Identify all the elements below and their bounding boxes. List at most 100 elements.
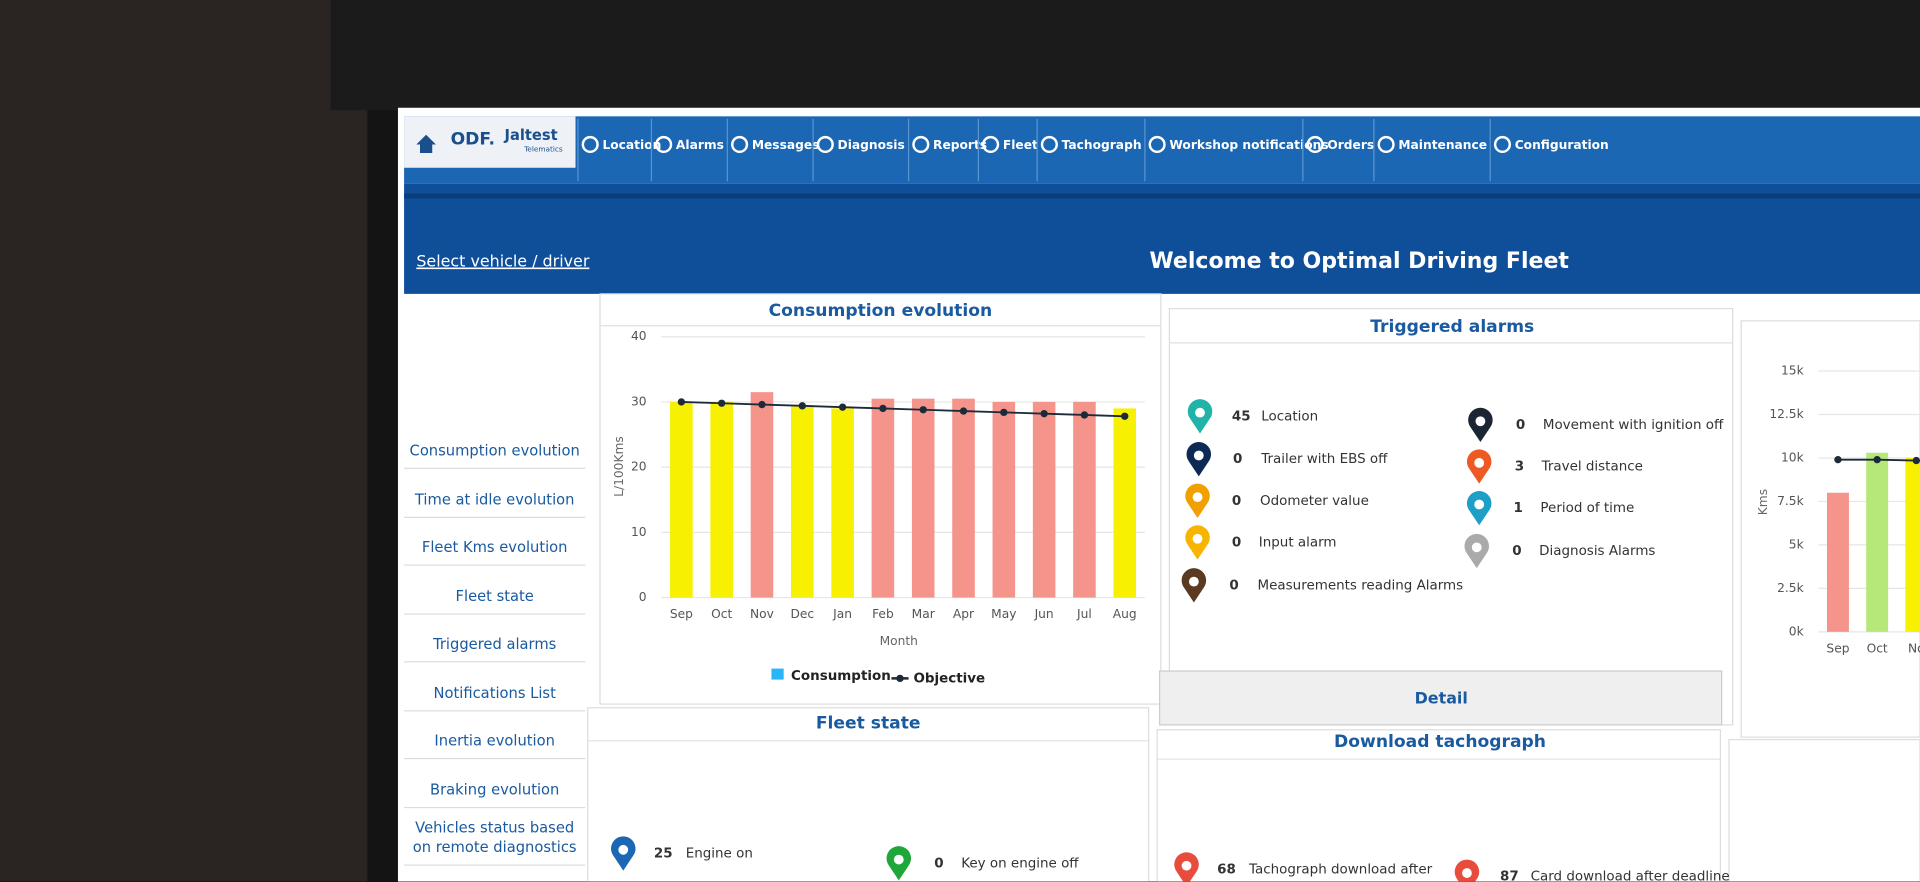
y-tick-label: 10k bbox=[1781, 450, 1805, 464]
nav-icon[interactable] bbox=[731, 135, 749, 154]
sidebar-item[interactable]: Time at idle evolution bbox=[404, 489, 586, 518]
pin-core bbox=[1193, 450, 1204, 461]
status-label: Location bbox=[1261, 409, 1318, 424]
y-tick-label: 30 bbox=[631, 394, 647, 408]
sidebar-item[interactable]: Vehicles status based on remote diagnost… bbox=[404, 818, 586, 866]
nav-item[interactable]: Fleet bbox=[1003, 138, 1038, 152]
nav-item[interactable]: Configuration bbox=[1515, 138, 1609, 152]
sidebar-item[interactable]: Notifications List bbox=[404, 683, 586, 711]
status-count: 45 bbox=[1232, 409, 1251, 424]
sidebar-item[interactable]: Fleet state bbox=[404, 586, 586, 615]
pin-core bbox=[1192, 492, 1203, 503]
x-tick-label: May bbox=[991, 607, 1016, 621]
sidebar-item[interactable]: Fleet Kms evolution bbox=[404, 538, 586, 566]
sidebar-item[interactable]: Braking evolution bbox=[404, 779, 586, 808]
bar bbox=[1032, 401, 1056, 598]
bar bbox=[911, 398, 935, 598]
x-tick-label: Mar bbox=[912, 607, 936, 621]
nav-icon[interactable] bbox=[1377, 135, 1395, 154]
status-count: 0 bbox=[1516, 418, 1525, 433]
objective-line bbox=[681, 401, 1125, 418]
x-axis-label: Month bbox=[880, 634, 918, 648]
nav-item[interactable]: Tachograph bbox=[1062, 138, 1142, 152]
bar bbox=[670, 401, 693, 598]
objective-point bbox=[838, 403, 847, 411]
x-tick-label: Oct bbox=[1867, 641, 1888, 655]
bar bbox=[1905, 457, 1920, 632]
pin-core bbox=[1188, 576, 1199, 587]
y-tick-label: 40 bbox=[631, 329, 647, 343]
nav-icon[interactable] bbox=[1148, 135, 1166, 154]
objective-point bbox=[919, 406, 927, 414]
objective-point bbox=[1834, 456, 1842, 464]
x-tick-label: Apr bbox=[953, 607, 975, 621]
status-count: 0 bbox=[934, 856, 943, 871]
pin-core bbox=[1471, 542, 1482, 553]
nav-item[interactable]: Location bbox=[602, 138, 661, 152]
nav-icon[interactable] bbox=[816, 135, 834, 154]
status-count: 3 bbox=[1515, 460, 1524, 475]
header-line bbox=[404, 193, 1920, 199]
status-label: Period of time bbox=[1540, 501, 1634, 516]
x-tick-label: Sep bbox=[670, 607, 693, 621]
nav-icon[interactable] bbox=[1040, 135, 1058, 154]
status-label: Engine on bbox=[686, 846, 753, 861]
nav-item[interactable]: Diagnosis bbox=[838, 138, 905, 152]
nav-icon[interactable] bbox=[912, 135, 930, 154]
x-tick-label: Feb bbox=[872, 607, 894, 621]
nav-item[interactable]: Messages bbox=[752, 138, 820, 152]
nav-item[interactable]: Maintenance bbox=[1398, 138, 1487, 152]
y-tick-label: 5k bbox=[1789, 537, 1805, 551]
sidebar-item[interactable]: Triggered alarms bbox=[404, 634, 586, 663]
nav-icon[interactable] bbox=[982, 135, 1000, 154]
sidebar-item[interactable]: Inertia evolution bbox=[404, 731, 586, 760]
x-tick-label: No bbox=[1908, 641, 1920, 655]
detail-button[interactable] bbox=[1158, 670, 1723, 726]
nav-item[interactable]: Reports bbox=[933, 138, 987, 152]
pin-core bbox=[1462, 868, 1472, 878]
y-tick-label: 7.5k bbox=[1777, 494, 1804, 508]
legend-label: Objective bbox=[913, 671, 985, 686]
brand: Jaltest bbox=[503, 127, 557, 144]
status-label: Tachograph download after bbox=[1248, 862, 1433, 877]
status-count: 0 bbox=[1233, 452, 1242, 467]
x-tick-label: Sep bbox=[1826, 641, 1849, 655]
home-icon[interactable] bbox=[416, 134, 436, 154]
status-label: Card download after deadline bbox=[1531, 870, 1730, 882]
nav-item[interactable]: Orders bbox=[1327, 138, 1374, 152]
sidebar-item[interactable]: Consumption evolution bbox=[404, 441, 586, 469]
status-count: 0 bbox=[1512, 544, 1521, 559]
nav-item[interactable]: Workshop notifications bbox=[1169, 138, 1328, 152]
status-count: 0 bbox=[1232, 494, 1241, 509]
objective-point bbox=[879, 404, 887, 413]
objective-point bbox=[1912, 456, 1920, 465]
pin-core bbox=[618, 844, 629, 855]
y-tick-label: 20 bbox=[631, 460, 647, 474]
y-tick-label: 0 bbox=[639, 590, 647, 604]
status-count: 0 bbox=[1229, 578, 1238, 593]
bar bbox=[750, 392, 774, 598]
nav-icon[interactable] bbox=[1493, 135, 1512, 154]
y-tick-label: 15k bbox=[1781, 364, 1805, 378]
y-axis-label: L/100Kms bbox=[612, 436, 626, 497]
legend-label: Consumption bbox=[791, 669, 891, 684]
select-link[interactable]: Select vehicle / driver bbox=[416, 252, 590, 271]
panel-title: Fleet state bbox=[816, 714, 921, 734]
x-tick-label: Jun bbox=[1034, 607, 1054, 621]
objective-point bbox=[1080, 411, 1089, 419]
nav-icon[interactable] bbox=[655, 135, 673, 154]
detail-label[interactable]: Detail bbox=[1415, 689, 1468, 708]
objective-point bbox=[758, 400, 766, 409]
tacho-panel bbox=[1156, 729, 1722, 882]
bar bbox=[791, 405, 814, 598]
bar bbox=[710, 401, 733, 598]
status-label: Diagnosis Alarms bbox=[1539, 544, 1655, 559]
status-label: Input alarm bbox=[1259, 535, 1337, 550]
bar bbox=[831, 408, 854, 598]
nav-icon[interactable] bbox=[1306, 135, 1324, 154]
objective-point bbox=[798, 402, 806, 410]
x-tick-label: Nov bbox=[750, 607, 774, 621]
nav-icon[interactable] bbox=[581, 135, 599, 154]
nav-item[interactable]: Alarms bbox=[676, 138, 724, 152]
